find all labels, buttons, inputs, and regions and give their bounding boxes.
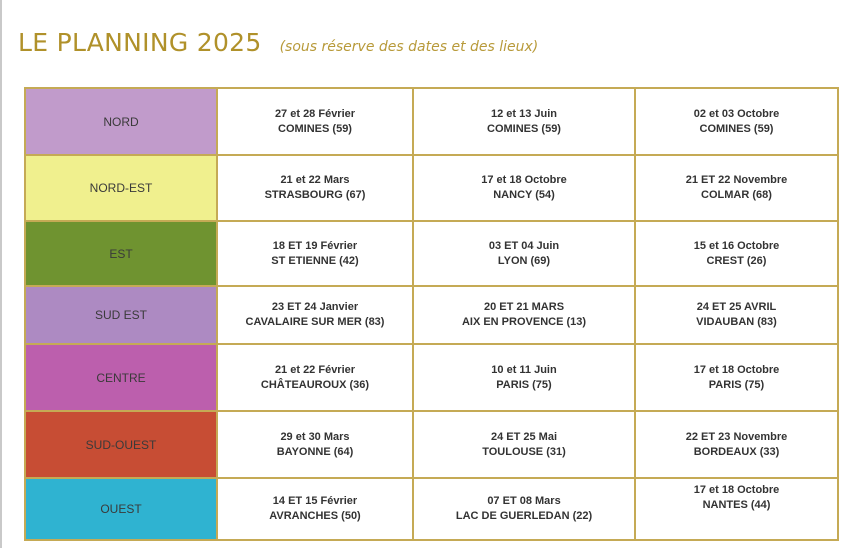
session-date: 20 ET 21 MARS [483,301,565,313]
session-cell: 27 et 28 Février COMINES (59) [216,87,414,156]
session-place: AIX EN PROVENCE (13) [461,316,587,328]
table-row: EST 18 ET 19 Février ST ETIENNE (42) 03 E… [24,220,839,287]
session-date: 17 et 18 Octobre [693,484,780,496]
page-edge-line [0,0,2,548]
session-date: 22 ET 23 Novembre [685,430,788,443]
table-row: OUEST 14 ET 15 Février AVRANCHES (50) 07 … [24,477,839,541]
session-cell: 07 ET 08 Mars LAC DE GUERLEDAN (22) [412,477,636,541]
session-date: 10 et 11 Juin [491,363,557,376]
session-place: PARIS (75) [496,378,552,391]
region-cell: CENTRE [24,343,218,412]
session-date: 17 et 18 Octobre [693,363,780,376]
session-date: 23 ET 24 Janvier [271,301,359,313]
table-row: NORD-EST 21 et 22 Mars STRASBOURG (67) 17… [24,154,839,222]
session-date: 21 ET 22 Novembre [685,174,788,186]
session-cell: 21 et 22 Mars STRASBOURG (67) [216,154,414,222]
session-place: CREST (26) [706,254,767,267]
session-place: BAYONNE (64) [276,445,354,458]
session-cell: 14 ET 15 Février AVRANCHES (50) [216,477,414,541]
session-place: NANCY (54) [493,189,555,201]
session-date: 12 et 13 Juin [490,107,558,120]
session-date: 24 ET 25 Mai [490,430,558,443]
session-cell: 15 et 16 Octobre CREST (26) [634,220,839,287]
session-cell: 02 et 03 Octobre COMINES (59) [634,87,839,156]
session-place: PARIS (75) [708,378,765,391]
session-cell: 12 et 13 Juin COMINES (59) [412,87,636,156]
region-cell: NORD-EST [24,154,218,222]
session-cell: 22 ET 23 Novembre BORDEAUX (33) [634,410,839,479]
session-place: CHÂTEAUROUX (36) [260,378,370,391]
session-date: 27 et 28 Février [274,107,356,120]
session-date: 14 ET 15 Février [272,495,358,507]
session-place: AVRANCHES (50) [269,510,361,522]
session-date: 21 et 22 Février [274,363,356,376]
session-place: LYON (69) [497,254,551,267]
page-header: LE PLANNING 2025 (sous réserve des dates… [18,28,538,57]
session-place: STRASBOURG (67) [264,189,366,201]
page-title: LE PLANNING 2025 [18,28,262,57]
session-place: COMINES (59) [699,122,774,135]
session-date: 03 ET 04 Juin [488,239,560,252]
session-cell: 23 ET 24 Janvier CAVALAIRE SUR MER (83) [216,285,414,345]
session-place: TOULOUSE (31) [482,445,566,458]
table-row: SUD-OUEST 29 et 30 Mars BAYONNE (64) 24 E… [24,410,839,479]
session-date: 21 et 22 Mars [280,174,350,186]
region-cell: OUEST [24,477,218,541]
session-place: COMINES (59) [278,122,352,135]
region-cell: EST [24,220,218,287]
session-cell: 17 et 18 Octobre NANTES (44) [634,477,839,541]
session-date: 24 ET 25 AVRIL [696,301,777,313]
session-cell: 24 ET 25 AVRIL VIDAUBAN (83) [634,285,839,345]
session-place: NANTES (44) [702,499,771,511]
session-date: 07 ET 08 Mars [487,495,561,507]
table-row: NORD 27 et 28 Février COMINES (59) 12 et … [24,87,839,156]
session-date: 17 et 18 Octobre [481,174,567,186]
session-date: 29 et 30 Mars [280,430,350,443]
session-cell: 29 et 30 Mars BAYONNE (64) [216,410,414,479]
session-place: BORDEAUX (33) [693,445,780,458]
planning-table: NORD 27 et 28 Février COMINES (59) 12 et … [24,87,839,541]
session-cell: 18 ET 19 Février ST ETIENNE (42) [216,220,414,287]
session-date: 02 et 03 Octobre [693,107,780,120]
page-subtitle: (sous réserve des dates et des lieux) [279,39,539,55]
region-cell: SUD EST [24,285,218,345]
session-place: CAVALAIRE SUR MER (83) [245,316,385,328]
session-place: COMINES (59) [487,122,561,135]
session-cell: 21 ET 22 Novembre COLMAR (68) [634,154,839,222]
session-cell: 20 ET 21 MARS AIX EN PROVENCE (13) [412,285,636,345]
region-cell: SUD-OUEST [24,410,218,479]
region-cell: NORD [24,87,218,156]
session-place: VIDAUBAN (83) [696,316,777,328]
table-row: CENTRE 21 et 22 Février CHÂTEAUROUX (36) … [24,343,839,412]
session-cell: 21 et 22 Février CHÂTEAUROUX (36) [216,343,414,412]
session-date: 18 ET 19 Février [272,239,358,252]
session-cell: 17 et 18 Octobre NANCY (54) [412,154,636,222]
session-place: LAC DE GUERLEDAN (22) [455,510,593,522]
session-date: 15 et 16 Octobre [693,239,780,252]
session-place: ST ETIENNE (42) [271,254,359,267]
session-place: COLMAR (68) [701,189,772,201]
table-row: SUD EST 23 ET 24 Janvier CAVALAIRE SUR ME… [24,285,839,345]
session-cell: 03 ET 04 Juin LYON (69) [412,220,636,287]
session-cell: 24 ET 25 Mai TOULOUSE (31) [412,410,636,479]
session-cell: 10 et 11 Juin PARIS (75) [412,343,636,412]
session-cell: 17 et 18 Octobre PARIS (75) [634,343,839,412]
